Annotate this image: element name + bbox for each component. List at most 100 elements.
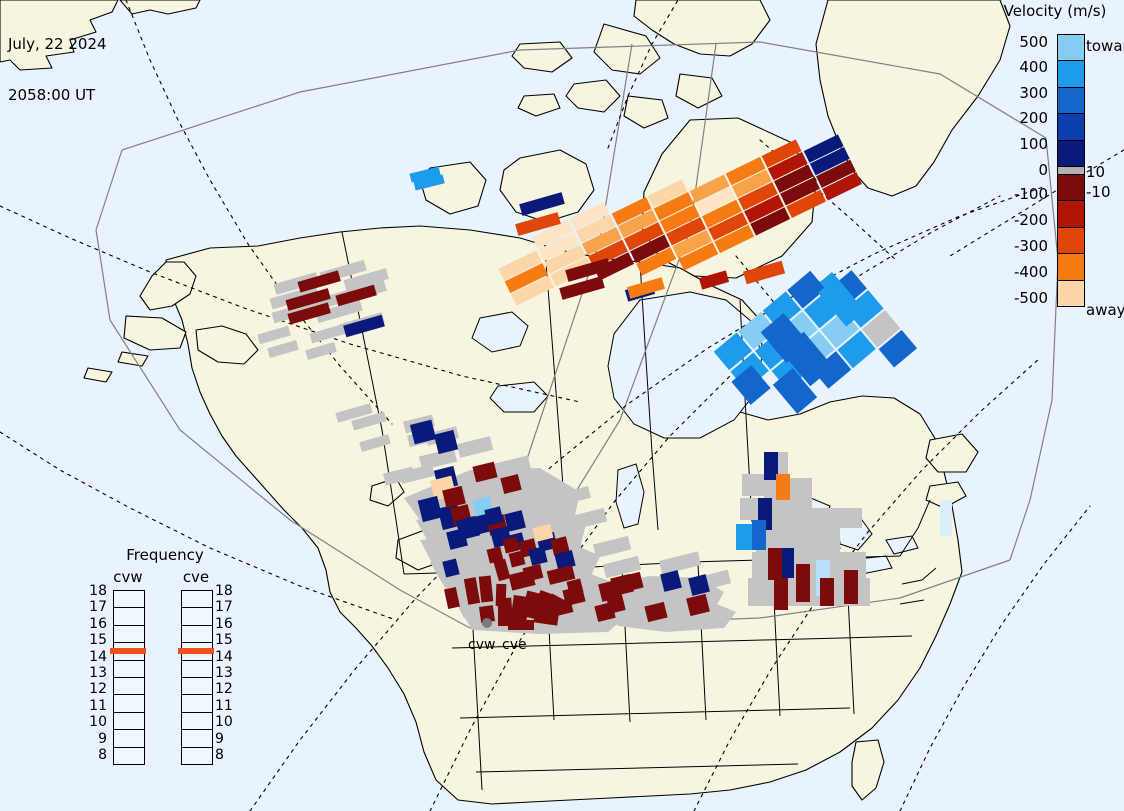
frequency-marker-cve (178, 647, 214, 654)
colorbar-zero-upper-label: 10 (1086, 163, 1106, 181)
water-hudson-bay (607, 291, 763, 439)
frequency-scale-value-15: 15 (215, 632, 233, 649)
colorbar-tick--400: -400 (1013, 263, 1048, 281)
colorbar-title: Velocity (m/s) (1003, 2, 1107, 20)
frequency-scale-value-11: 11 (215, 697, 233, 714)
colorbar-swatch-5 (1058, 166, 1084, 175)
frequency-scale-value-11: 11 (89, 697, 107, 714)
frequency-marker-cvw (110, 647, 146, 654)
frequency-scale-value-10: 10 (215, 714, 233, 731)
frequency-cell (182, 678, 212, 696)
colorbar-away-label: away (1086, 301, 1124, 319)
frequency-cell (114, 678, 144, 696)
colorbar-tick-200: 200 (1019, 109, 1048, 127)
frequency-scale-value-16: 16 (89, 615, 107, 632)
land-arcticisland-c (517, 93, 561, 117)
colorbar-swatch-6 (1058, 174, 1084, 202)
frequency-scale-value-13: 13 (89, 665, 107, 681)
land-axelheiberg (593, 23, 661, 75)
colorbar-swatch-7 (1058, 201, 1084, 228)
water-great-bear-lake (471, 311, 529, 353)
land-alaska-coast (123, 315, 187, 351)
colorbar-swatch-3 (1058, 114, 1084, 141)
land-aleutian-a (117, 351, 149, 367)
frequency-scale-value-10: 10 (89, 714, 107, 731)
scatter-alaska (257, 259, 391, 452)
colorbar-toward-label: toward (1086, 37, 1124, 55)
frequency-gauge-label-cve: cve (182, 568, 210, 586)
colorbar-swatch-2 (1058, 87, 1084, 115)
frequency-scale-value-17: 17 (89, 599, 107, 616)
frequency-cell (182, 730, 212, 748)
colorbar-zero-lower-label: -10 (1086, 183, 1111, 201)
frequency-scale-value-14: 14 (215, 648, 233, 665)
land-chukotka (119, 0, 201, 15)
frequency-scale-value-12: 12 (215, 681, 233, 698)
frequency-cell (182, 695, 212, 713)
frequency-cell (182, 661, 212, 678)
colorbar-swatch-9 (1058, 254, 1084, 281)
colorbar-tick-0: 0 (1038, 161, 1048, 179)
colorbar-swatch-1 (1058, 61, 1084, 88)
land-florida (851, 739, 885, 801)
frequency-gauge-cve (181, 590, 213, 765)
frequency-gauge-label-cvw: cvw (113, 568, 143, 586)
frequency-cell (114, 661, 144, 678)
land-nova-scotia (925, 481, 967, 509)
scatter-isolated-northwest (409, 166, 445, 191)
colorbar-tick-100: 100 (1019, 135, 1048, 153)
scatter-greenland-edge (819, 272, 861, 316)
frequency-scale-value-14: 14 (89, 648, 107, 665)
colorbar-tick--500: -500 (1013, 289, 1048, 307)
frequency-cell (182, 713, 212, 731)
frequency-scale-value-12: 12 (89, 681, 107, 698)
frequency-scale-value-8: 8 (215, 747, 224, 763)
frequency-cell (114, 626, 144, 644)
frequency-cell (114, 713, 144, 731)
frequency-scale-value-18: 18 (215, 583, 233, 599)
frequency-scale-value-17: 17 (215, 599, 233, 616)
land-siberia (0, 0, 119, 71)
frequency-cell (114, 695, 144, 713)
frequency-cell (182, 626, 212, 644)
colorbar-swatch-4 (1058, 140, 1084, 167)
timestamp-date: July, 22 2024 (8, 35, 107, 53)
colorbar-tick--200: -200 (1013, 211, 1048, 229)
frequency-title: Frequency (126, 546, 204, 564)
water-great-slave-lake (489, 381, 549, 413)
scatter-cvw-cve-fan (382, 414, 736, 634)
frequency-cell (114, 730, 144, 748)
velocity-colorbar: Velocity (m/s) 500 400 300 200 100 0 -100 -200 -… (986, 2, 1124, 342)
frequency-cell (114, 608, 144, 626)
timestamp-time: 2058:00 UT (8, 86, 96, 104)
frequency-cell (182, 608, 212, 626)
land-arcticisland-d (623, 95, 669, 129)
colorbar-swatch-10 (1058, 280, 1084, 306)
colorbar-swatch-8 (1058, 227, 1084, 255)
colorbar-tick-300: 300 (1019, 84, 1048, 102)
scatter-arctic-away (498, 134, 863, 306)
frequency-scale-value-13: 13 (215, 665, 233, 681)
scatter-baffin-toward (713, 270, 918, 414)
radar-site-marker (482, 618, 492, 628)
frequency-scale-value-18: 18 (89, 583, 107, 599)
frequency-gauge-cvw (113, 590, 145, 765)
land-aleutian-b (83, 367, 113, 383)
land-greenland (815, 0, 1011, 197)
colorbar-tick--100: -100 (1013, 185, 1048, 203)
colorbar-tick-400: 400 (1019, 58, 1048, 76)
colorbar-swatch-0 (1058, 35, 1084, 62)
colorbar-tick-500: 500 (1019, 33, 1048, 51)
colorbar-strip (1057, 34, 1085, 307)
frequency-scale-value-8: 8 (98, 747, 107, 763)
timestamp-block: July, 22 2024 2058:00 UT (8, 2, 107, 138)
frequency-scale-value-9: 9 (215, 730, 224, 747)
scatter-great-lakes (736, 452, 952, 610)
frequency-scale-value-16: 16 (215, 615, 233, 632)
frequency-cell (114, 591, 144, 609)
land-alaska-sw (195, 325, 259, 365)
site-label-cve: cve (502, 637, 527, 653)
frequency-scale-value-9: 9 (98, 730, 107, 747)
